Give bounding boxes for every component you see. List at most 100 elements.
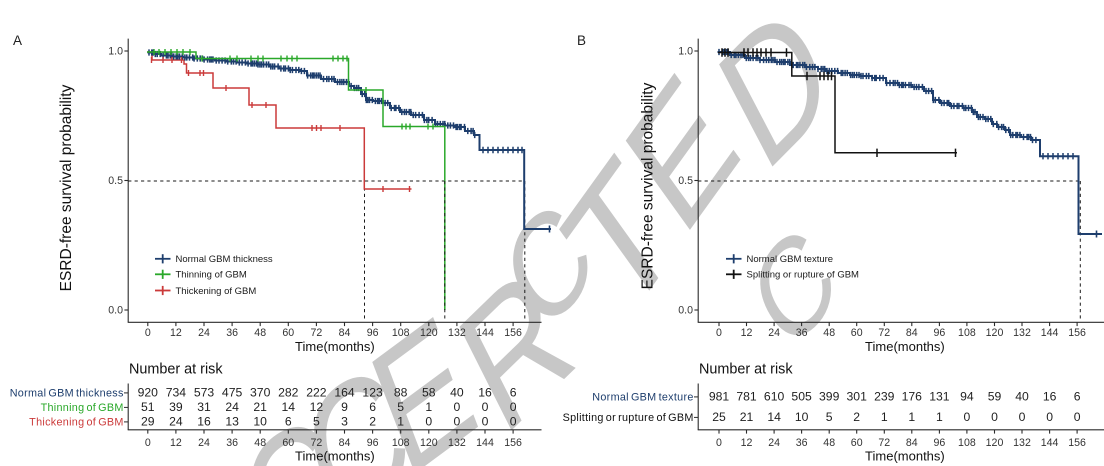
svg-text:16: 16 [478, 386, 492, 400]
svg-text:24: 24 [225, 400, 239, 414]
svg-text:36: 36 [796, 327, 808, 339]
svg-text:0: 0 [716, 327, 722, 339]
svg-text:176: 176 [902, 390, 923, 404]
svg-text:5: 5 [826, 410, 833, 424]
svg-text:0: 0 [510, 415, 517, 429]
svg-text:94: 94 [960, 390, 974, 404]
svg-text:0: 0 [991, 410, 998, 424]
svg-text:399: 399 [819, 390, 840, 404]
svg-text:21: 21 [740, 410, 754, 424]
svg-text:156: 156 [504, 437, 522, 449]
svg-text:123: 123 [362, 386, 383, 400]
svg-text:0: 0 [964, 410, 971, 424]
svg-text:40: 40 [1015, 390, 1029, 404]
svg-text:132: 132 [448, 437, 466, 449]
svg-text:0: 0 [425, 415, 432, 429]
svg-text:131: 131 [929, 390, 950, 404]
svg-text:B: B [577, 33, 586, 48]
svg-text:6: 6 [510, 386, 517, 400]
svg-text:2: 2 [369, 415, 376, 429]
svg-text:156: 156 [504, 327, 522, 339]
svg-text:108: 108 [392, 327, 410, 339]
svg-text:84: 84 [339, 437, 351, 449]
svg-text:84: 84 [906, 327, 918, 339]
svg-text:144: 144 [1041, 437, 1059, 449]
svg-text:0: 0 [145, 327, 151, 339]
svg-text:0: 0 [1074, 410, 1081, 424]
svg-text:1: 1 [908, 410, 915, 424]
svg-text:0: 0 [716, 437, 722, 449]
svg-text:88: 88 [394, 386, 408, 400]
svg-text:610: 610 [764, 390, 785, 404]
svg-text:C: C [730, 195, 858, 379]
svg-text:120: 120 [420, 437, 438, 449]
svg-text:1: 1 [425, 400, 432, 414]
svg-text:132: 132 [1013, 327, 1031, 339]
svg-text:13: 13 [225, 415, 239, 429]
svg-text:144: 144 [1041, 327, 1059, 339]
svg-text:Thinning of GBM: Thinning of GBM [176, 270, 247, 281]
svg-text:Time(months): Time(months) [295, 339, 375, 354]
svg-text:ESRD-free survival probability: ESRD-free survival probability [58, 84, 75, 291]
svg-text:12: 12 [170, 437, 182, 449]
svg-text:0: 0 [454, 400, 461, 414]
svg-text:108: 108 [958, 437, 976, 449]
svg-text:24: 24 [198, 327, 210, 339]
svg-text:24: 24 [169, 415, 183, 429]
svg-text:Number at risk: Number at risk [129, 362, 223, 378]
svg-text:12: 12 [310, 400, 324, 414]
svg-text:72: 72 [878, 327, 890, 339]
svg-text:0.0: 0.0 [108, 305, 123, 317]
svg-text:0: 0 [1019, 410, 1026, 424]
svg-text:72: 72 [311, 327, 323, 339]
svg-text:25: 25 [712, 410, 726, 424]
svg-text:A: A [13, 33, 22, 48]
svg-text:108: 108 [392, 437, 410, 449]
svg-text:156: 156 [1068, 437, 1086, 449]
svg-text:14: 14 [282, 400, 296, 414]
svg-text:84: 84 [906, 437, 918, 449]
svg-text:0: 0 [454, 415, 461, 429]
svg-text:1.0: 1.0 [678, 46, 693, 58]
svg-text:475: 475 [222, 386, 243, 400]
svg-text:40: 40 [450, 386, 464, 400]
svg-text:Normal GBM texture: Normal GBM texture [747, 254, 834, 265]
svg-text:Normal GBM texture: Normal GBM texture [592, 392, 693, 404]
svg-text:920: 920 [138, 386, 159, 400]
svg-text:48: 48 [823, 437, 835, 449]
svg-text:Time(months): Time(months) [865, 339, 945, 354]
svg-text:6: 6 [285, 415, 292, 429]
svg-text:48: 48 [254, 437, 266, 449]
svg-text:Time(months): Time(months) [295, 448, 375, 463]
svg-text:31: 31 [197, 400, 211, 414]
svg-text:0.5: 0.5 [678, 175, 693, 187]
svg-text:164: 164 [334, 386, 355, 400]
svg-text:132: 132 [1013, 437, 1031, 449]
svg-text:222: 222 [306, 386, 327, 400]
svg-text:6: 6 [369, 400, 376, 414]
svg-text:573: 573 [194, 386, 215, 400]
svg-text:36: 36 [226, 327, 238, 339]
svg-text:14: 14 [767, 410, 781, 424]
svg-text:24: 24 [768, 327, 780, 339]
svg-text:1.0: 1.0 [108, 46, 123, 58]
svg-text:48: 48 [823, 327, 835, 339]
svg-text:0: 0 [482, 400, 489, 414]
svg-text:108: 108 [958, 327, 976, 339]
svg-text:29: 29 [141, 415, 155, 429]
svg-text:10: 10 [253, 415, 267, 429]
svg-text:Splitting or rupture of GBM: Splitting or rupture of GBM [563, 412, 694, 424]
svg-text:156: 156 [1068, 327, 1086, 339]
svg-text:96: 96 [934, 327, 946, 339]
svg-text:734: 734 [166, 386, 187, 400]
svg-text:24: 24 [768, 437, 780, 449]
svg-text:Normal GBM thickness: Normal GBM thickness [10, 388, 124, 400]
svg-text:12: 12 [170, 327, 182, 339]
svg-text:60: 60 [282, 437, 294, 449]
svg-text:12: 12 [741, 327, 753, 339]
svg-text:96: 96 [367, 437, 379, 449]
svg-text:239: 239 [874, 390, 895, 404]
svg-text:1: 1 [881, 410, 888, 424]
svg-text:120: 120 [986, 437, 1004, 449]
svg-text:Thickening of GBM: Thickening of GBM [29, 417, 124, 429]
